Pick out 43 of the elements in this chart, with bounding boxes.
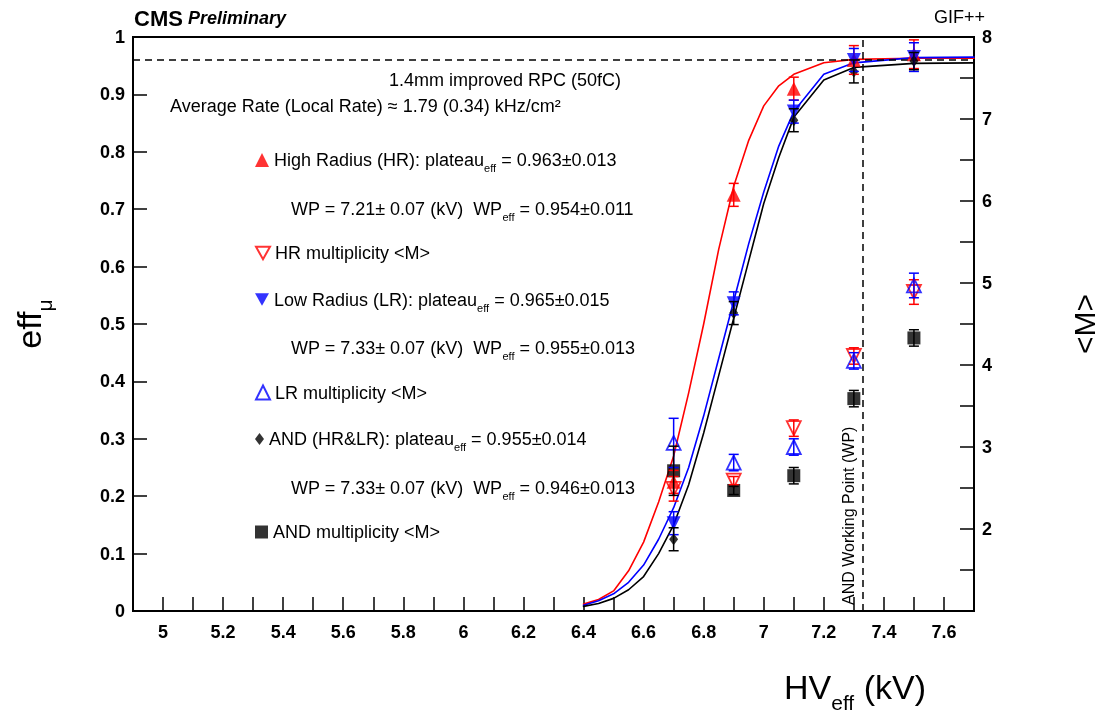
x-tick-label: 6 — [458, 622, 469, 642]
x-tick-label: 5.6 — [330, 622, 356, 642]
y-tick-label: 0.4 — [99, 371, 125, 392]
y-tick-label: 0.6 — [99, 256, 125, 277]
y-tick-label: 0.9 — [99, 84, 125, 105]
y2-tick-label: 7 — [982, 109, 993, 129]
ref-line-label: AND Working Point (WP) — [840, 426, 858, 605]
x-tick-label: 6.8 — [691, 622, 717, 642]
y-tick-label: 0.5 — [99, 314, 125, 334]
text: GIF++ — [933, 7, 986, 27]
y-tick-label: 1 — [114, 27, 125, 47]
annotation: Average Rate (Local Rate) ≈ 1.79 (0.34) kHz/cm² — [170, 96, 561, 116]
x-tick-label: 5.8 — [390, 622, 416, 642]
y2-tick-label: 2 — [982, 519, 993, 539]
x-tick-label: 6.2 — [510, 622, 536, 642]
x-tick-label: 6.6 — [631, 622, 657, 642]
y-axis-title: effμ — [10, 299, 56, 349]
y2-tick-label: 3 — [982, 437, 993, 457]
legend-label: HR multiplicity <M> — [275, 243, 431, 263]
x-tick-label: 6.4 — [571, 622, 597, 642]
y-tick-label: 0 — [114, 601, 125, 621]
y-tick-label: 0.8 — [99, 141, 125, 162]
y2-tick-label: 6 — [982, 191, 993, 211]
annotation: 1.4mm improved RPC (50fC) — [388, 70, 622, 90]
x-tick-label: 5 — [158, 622, 169, 642]
x-tick-label: 7.6 — [931, 622, 957, 642]
y-tick-label: 0.3 — [99, 428, 125, 449]
y-tick-label: 0.1 — [99, 543, 125, 564]
x-tick-label: 7.4 — [871, 622, 897, 642]
legend-label: LR multiplicity <M> — [275, 382, 428, 403]
legend-label: AND multiplicity <M> — [273, 522, 441, 542]
y2-axis-title: <M> — [1067, 293, 1101, 355]
x-tick-label: 5.2 — [210, 622, 236, 642]
y-tick-label: 0.7 — [99, 199, 125, 220]
x-tick-label: 7 — [758, 622, 769, 642]
y2-tick-label: 5 — [982, 273, 993, 293]
x-tick-label: 5.4 — [270, 622, 296, 642]
x-tick-label: 7.2 — [811, 622, 837, 642]
y-tick-label: 0.2 — [99, 486, 125, 507]
chart-title: CMS — [134, 5, 183, 31]
y2-tick-label: 4 — [982, 355, 993, 375]
y2-tick-label: 8 — [982, 27, 993, 47]
chart-subtitle: Preliminary — [187, 8, 287, 28]
